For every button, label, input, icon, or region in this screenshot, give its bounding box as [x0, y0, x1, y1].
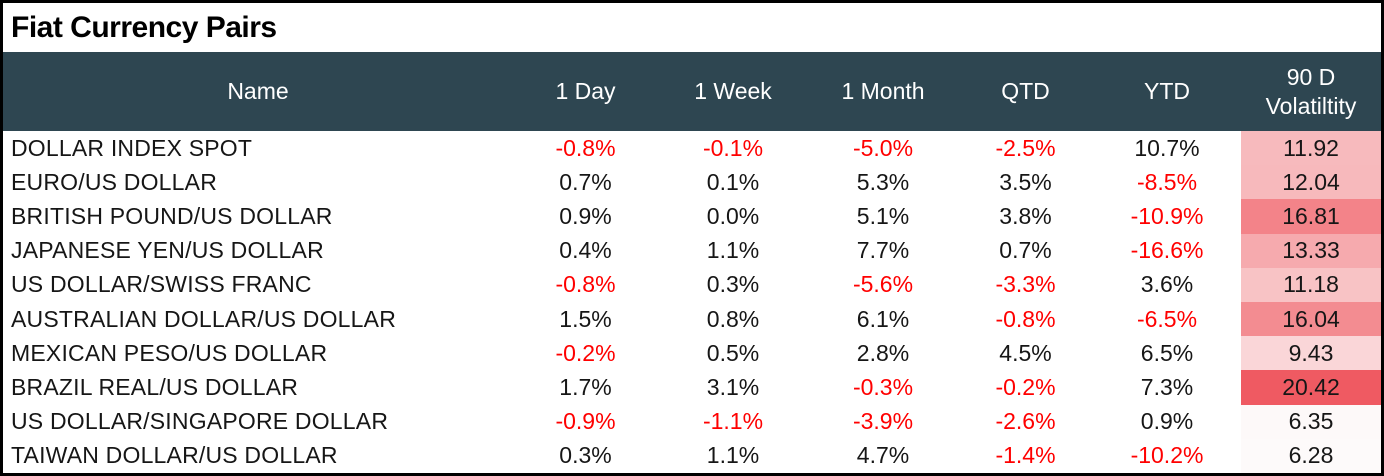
pair-name: AUSTRALIAN DOLLAR/US DOLLAR	[11, 305, 397, 332]
volatility-cell: 6.28	[1241, 438, 1381, 473]
value-cell: -3.3%	[995, 271, 1056, 298]
value-cell: 4.7%	[856, 442, 910, 469]
pair-name: MEXICAN PESO/US DOLLAR	[11, 339, 328, 366]
volatility-cell: 13.33	[1241, 233, 1381, 268]
table-row: TAIWAN DOLLAR/US DOLLAR 0.3% 1.1% 4.7% -1.4%…	[3, 438, 1381, 473]
table-body: DOLLAR INDEX SPOT -0.8% -0.1% -5.0% -2.5% 10.…	[3, 131, 1381, 473]
header-cell-1-day: 1 Day	[555, 78, 616, 105]
value-cell: 0.3%	[706, 271, 760, 298]
table-row: US DOLLAR/SWISS FRANC -0.8% 0.3% -5.6% -3.3%…	[3, 267, 1381, 302]
value-cell: -0.2%	[555, 339, 616, 366]
value-cell: 0.8%	[706, 305, 760, 332]
value-cell: 0.4%	[559, 237, 612, 264]
volatility-cell: 11.92	[1241, 131, 1381, 166]
value-cell: 0.7%	[999, 237, 1052, 264]
value-cell: 0.3%	[559, 442, 612, 469]
value-cell: -0.8%	[995, 305, 1056, 332]
value-cell: -0.3%	[852, 373, 914, 400]
table-row: MEXICAN PESO/US DOLLAR -0.2% 0.5% 2.8% 4.5% 6…	[3, 336, 1381, 371]
value-cell: -1.1%	[702, 408, 764, 435]
pair-name: BRAZIL REAL/US DOLLAR	[11, 373, 299, 400]
table-row: EURO/US DOLLAR 0.7% 0.1% 5.3% 3.5% -8.5% 12.04	[3, 165, 1381, 200]
pair-name: TAIWAN DOLLAR/US DOLLAR	[11, 442, 338, 469]
volatility-cell: 16.04	[1241, 301, 1381, 337]
value-cell: 1.1%	[706, 442, 760, 469]
pair-name: US DOLLAR/SWISS FRANC	[11, 271, 312, 298]
value-cell: -0.8%	[555, 271, 616, 298]
table-row: BRITISH POUND/US DOLLAR 0.9% 0.0% 5.1% 3.8% -…	[3, 199, 1381, 234]
value-cell: -0.9%	[555, 408, 616, 435]
header-row: Name 1 Day 1 Week 1 Month QTD YTD 90 D Volatil…	[3, 52, 1381, 131]
header-cell-ytd: YTD	[1144, 78, 1190, 105]
value-cell: 6.1%	[856, 305, 910, 332]
table-row: JAPANESE YEN/US DOLLAR 0.4% 1.1% 7.7% 0.7% -1…	[3, 233, 1381, 268]
value-cell: -1.4%	[995, 442, 1056, 469]
table-row: DOLLAR INDEX SPOT -0.8% -0.1% -5.0% -2.5% 10.…	[3, 131, 1381, 166]
pair-name: US DOLLAR/SINGAPORE DOLLAR	[11, 408, 389, 435]
value-cell: -0.2%	[995, 373, 1056, 400]
table-row: US DOLLAR/SINGAPORE DOLLAR -0.9% -1.1% -3.9…	[3, 404, 1381, 439]
value-cell: 0.1%	[706, 168, 760, 195]
value-cell: -10.2%	[1130, 442, 1204, 469]
value-cell: 0.9%	[1140, 408, 1194, 435]
value-cell: -3.9%	[852, 408, 914, 435]
header-cell-90-d-volatiltity: 90 D Volatiltity	[1265, 63, 1357, 119]
volatility-cell: 6.35	[1241, 404, 1381, 439]
value-cell: -0.1%	[702, 134, 764, 161]
value-cell: 0.9%	[559, 202, 612, 229]
value-cell: -2.6%	[995, 408, 1056, 435]
value-cell: 5.3%	[856, 168, 910, 195]
volatility-cell: 9.43	[1241, 336, 1381, 371]
header-cell-1-week: 1 Week	[694, 78, 772, 105]
header-cell-qtd: QTD	[1001, 78, 1050, 105]
value-cell: 7.7%	[856, 237, 910, 264]
pair-name: BRITISH POUND/US DOLLAR	[11, 202, 333, 229]
pair-name: DOLLAR INDEX SPOT	[11, 134, 253, 161]
volatility-cell: 12.04	[1241, 165, 1381, 200]
title-bar: Fiat Currency Pairs	[3, 3, 1381, 52]
header-cell-1-month: 1 Month	[841, 78, 925, 105]
page-title: Fiat Currency Pairs	[11, 10, 277, 44]
pair-name: EURO/US DOLLAR	[11, 168, 218, 195]
value-cell: 1.5%	[559, 305, 612, 332]
volatility-cell: 16.81	[1241, 199, 1381, 234]
value-cell: -5.6%	[852, 271, 914, 298]
value-cell: 7.3%	[1140, 373, 1194, 400]
value-cell: 5.1%	[856, 202, 910, 229]
table-row: BRAZIL REAL/US DOLLAR 1.7% 3.1% -0.3% -0.2% 7…	[3, 370, 1381, 405]
pair-name: JAPANESE YEN/US DOLLAR	[11, 237, 324, 264]
table-row: AUSTRALIAN DOLLAR/US DOLLAR 1.5% 0.8% 6.1% -…	[3, 301, 1381, 337]
value-cell: -5.0%	[852, 134, 914, 161]
value-cell: -16.6%	[1130, 237, 1204, 264]
value-cell: 3.1%	[706, 373, 760, 400]
value-cell: -8.5%	[1136, 168, 1198, 195]
value-cell: 0.7%	[559, 168, 612, 195]
value-cell: 10.7%	[1134, 134, 1200, 161]
value-cell: -6.5%	[1136, 305, 1198, 332]
value-cell: 0.5%	[706, 339, 760, 366]
value-cell: 2.8%	[856, 339, 910, 366]
header-cell-name: Name	[227, 78, 289, 105]
volatility-cell: 11.18	[1241, 267, 1381, 302]
value-cell: 3.8%	[999, 202, 1052, 229]
value-cell: 3.5%	[999, 168, 1052, 195]
value-cell: 6.5%	[1140, 339, 1194, 366]
value-cell: -0.8%	[555, 134, 616, 161]
volatility-cell: 20.42	[1241, 370, 1381, 405]
value-cell: 1.1%	[706, 237, 760, 264]
value-cell: -10.9%	[1130, 202, 1204, 229]
value-cell: 4.5%	[999, 339, 1052, 366]
value-cell: 3.6%	[1140, 271, 1194, 298]
value-cell: 1.7%	[559, 373, 612, 400]
value-cell: -2.5%	[995, 134, 1056, 161]
value-cell: 0.0%	[706, 202, 760, 229]
